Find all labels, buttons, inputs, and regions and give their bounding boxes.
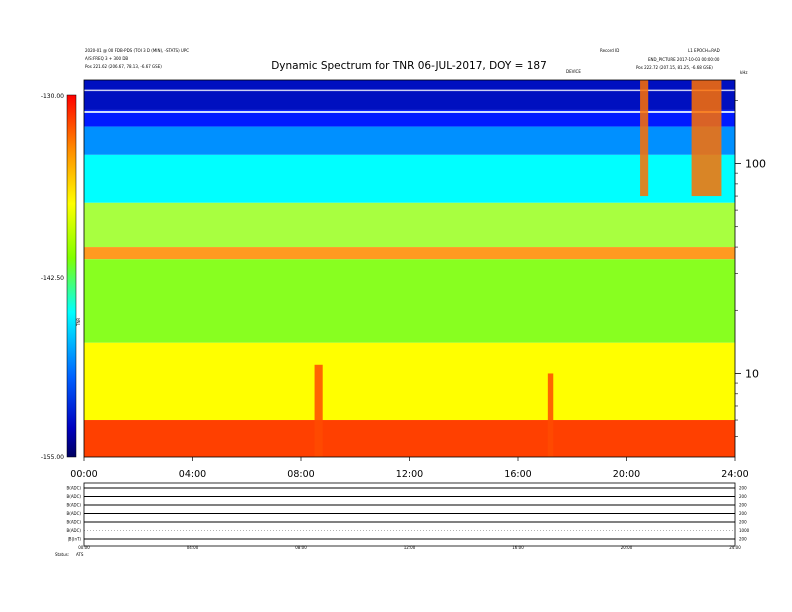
spectrogram-plot: [84, 80, 735, 457]
panel-x-tick-label-1: 04:00: [187, 545, 199, 550]
spectrum-band-8: [84, 420, 735, 457]
spectrum-band-7: [84, 342, 735, 421]
colorbar-tick-top: -130.00: [41, 93, 64, 100]
panel-x-tick-label-2: 08:00: [295, 545, 307, 550]
header-right-top-a: Record ID: [600, 48, 619, 53]
header-left-line2: A/S:FREQ 3 + 300 DB: [85, 56, 128, 61]
x-tick-label-4: 16:00: [504, 469, 531, 480]
panel-x-tick-label-4: 16:00: [512, 545, 524, 550]
panel-right-tick-4: 200: [739, 520, 747, 525]
x-tick-label-5: 20:00: [613, 469, 640, 480]
footer-status: Status:: [55, 552, 69, 557]
x-tick-label-6: 24:00: [721, 469, 748, 480]
chart-title: Dynamic Spectrum for TNR 06-JUL-2017, DO…: [271, 60, 547, 72]
x-tick-label-2: 08:00: [287, 469, 314, 480]
spectrum-burst-0: [640, 80, 649, 197]
footer-code: ATS: [76, 552, 84, 557]
spectrum-band-4: [84, 202, 735, 248]
panel-right-tick-1: 200: [739, 494, 747, 499]
spectrum-band-1: [84, 109, 735, 127]
x-axis: 00:00 04:00 08:00 12:00 16:00 20:00 24:00: [70, 457, 749, 480]
panel-label-6: |B|(nT): [67, 537, 81, 542]
y-tick-label-1: 10: [745, 367, 759, 380]
panel-x-tick-label-0: 00:00: [78, 545, 90, 550]
colorbar-label: TNR: [76, 318, 81, 327]
panel-x-tick-label-3: 12:00: [404, 545, 416, 550]
panel-x-tick-label-5: 20:00: [621, 545, 633, 550]
y-axis-right: 100 10: [735, 100, 766, 437]
spectrum-band-0: [84, 80, 735, 110]
header-left-line3: Pos 221.62 (206.67, 78.13, -6.67 GSE): [85, 64, 162, 69]
spectrum-band-2: [84, 126, 735, 155]
spectrum-band-6: [84, 259, 735, 343]
panel-right-tick-5: 1000: [739, 528, 750, 533]
colorbar-tick-mid: -142.50: [41, 275, 64, 282]
spectrum-stripe-top: [84, 89, 735, 92]
x-tick-label-1: 04:00: [179, 469, 206, 480]
header-right-line3: Pos 222.72 (207.15, 81.25, -6.68 GSE): [636, 65, 713, 70]
spectrum-burst-3: [547, 373, 554, 457]
magnetometer-panel: B(ADC) 200 B(ADC) 200 B(ADC) 200 B(ADC) 200 B(AD…: [67, 486, 750, 551]
x-tick-label-3: 12:00: [396, 469, 423, 480]
lower-panel-frame: [83, 482, 736, 547]
spectrum-burst-1: [691, 80, 722, 197]
panel-right-tick-3: 200: [739, 511, 747, 516]
x-tick-label-0: 00:00: [70, 469, 97, 480]
header-right-corner: kHz: [740, 70, 747, 75]
panel-x-tick-label-6: 24:00: [729, 545, 741, 550]
spectrum-band-3: [84, 154, 735, 203]
panel-label-3: B(ADC): [67, 511, 82, 516]
spectrum-stripe: [84, 110, 735, 113]
spectrum-burst-2: [314, 364, 323, 457]
y-tick-label-0: 100: [745, 158, 766, 171]
panel-label-5: B(ADC): [67, 528, 82, 533]
header-left-line1: 2020-01 @ 00 FDB-PDS (TOI 3 D (MIN), -ST…: [85, 48, 189, 53]
panel-right-tick-0: 200: [739, 486, 747, 491]
header-center-tag: DEVICE: [566, 69, 581, 74]
colorbar: [66, 94, 77, 458]
panel-right-tick-6: 200: [739, 537, 747, 542]
header-right-top-b: L1 EPOCH=RAD: [688, 48, 720, 53]
panel-right-tick-2: 200: [739, 503, 747, 508]
colorbar-tick-bottom: -155.00: [41, 454, 64, 461]
panel-label-4: B(ADC): [67, 520, 82, 525]
header-right-line2: END_PICTURE 2017-10-03 00:00:00: [648, 57, 720, 62]
panel-label-1: B(ADC): [67, 494, 82, 499]
spectrum-band-5: [84, 247, 735, 260]
panel-label-0: B(ADC): [67, 486, 82, 491]
panel-label-2: B(ADC): [67, 503, 82, 508]
